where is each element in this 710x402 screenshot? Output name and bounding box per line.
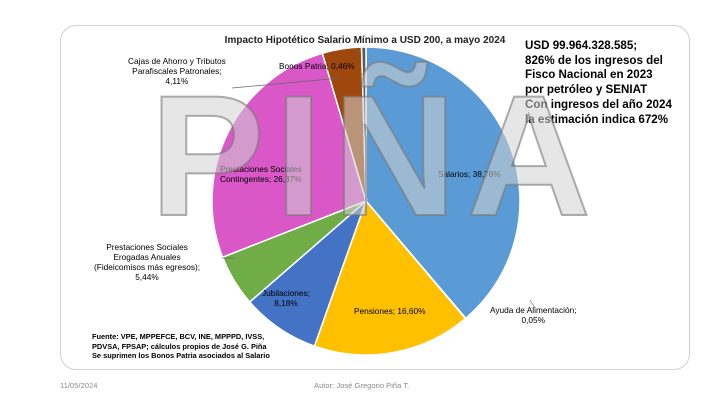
label-prest-anuales: Prestaciones Sociales Erogadas Anuales (… <box>94 242 201 283</box>
source-line: Fuente: VPE, MPPEFCE, BCV, INE, MPPPD, I… <box>92 332 265 341</box>
note-line: Fisco Nacional en 2023 <box>525 68 653 82</box>
label-salarios: Salarios; 38,78% <box>438 169 501 179</box>
note-line: Con ingresos del año 2024 <box>525 97 672 111</box>
source-note: Fuente: VPE, MPPEFCE, BCV, INE, MPPPD, I… <box>92 332 270 361</box>
leader-ayuda <box>529 299 536 309</box>
pie-slice <box>313 199 467 356</box>
note-line: la estimación indica 672% <box>525 112 669 126</box>
pie-slice <box>365 46 521 320</box>
pie-slice <box>211 52 367 259</box>
label-ayuda-line: Ayuda de Alimentación; <box>490 305 577 315</box>
label-prest-cont-line: Prestaciones Sociales <box>220 164 302 174</box>
label-jubilaciones: Jubilaciones; 8,18% <box>262 288 310 309</box>
leader-cajas <box>231 77 341 89</box>
note-line: por petróleo y SENIAT <box>525 83 648 97</box>
label-cajas: Cajas de Ahorro y Tributos Parafiscales … <box>128 56 226 87</box>
watermark: PIÑA <box>149 60 601 252</box>
label-prest-cont-line: Contingentes; 26,37% <box>220 173 302 184</box>
label-bonos: Bonos Patria; 0,46% <box>279 61 355 71</box>
source-line: Se suprimen los Bonos Patria asociados a… <box>92 351 270 361</box>
label-cajas-line: Parafiscales Patronales; <box>132 65 222 76</box>
source-line: PDVSA, FPSAP; cálculos propios de José G… <box>92 341 267 351</box>
label-ayuda-line: 0,05% <box>521 314 546 325</box>
footer-author: Autor: José Gregorio Piña T. <box>314 381 410 390</box>
footer-date: 11/05/2024 <box>60 381 98 390</box>
label-prest-contingentes: Prestaciones Sociales Contingentes; 26,3… <box>220 164 302 185</box>
label-prest-anuales-line: Prestaciones Sociales <box>106 242 188 252</box>
label-prest-anuales-line: Erogadas Anuales <box>113 251 181 262</box>
label-cajas-line: Cajas de Ahorro y Tributos <box>128 56 226 66</box>
label-prest-anuales-line: 5,44% <box>135 271 159 282</box>
label-jubilaciones-line: Jubilaciones; <box>262 288 310 298</box>
label-ayuda: Ayuda de Alimentación; 0,05% <box>490 305 577 326</box>
label-prest-anuales-line: (Fideicomisos más egresos); <box>94 261 201 272</box>
note-line: USD 99.964.328.585; <box>525 39 638 52</box>
note-line: 826% de los ingresos del <box>525 53 663 67</box>
chart-title: Impacto Hipotético Salario Mínimo a USD … <box>224 35 506 46</box>
pie-slice <box>360 46 367 202</box>
note-box: USD 99.964.328.585; 826% de los ingresos… <box>525 39 700 127</box>
label-jubilaciones-line: 8,18% <box>274 297 298 308</box>
label-cajas-line: 4,11% <box>165 75 189 86</box>
label-pensiones: Pensiones; 16,60% <box>354 306 426 316</box>
